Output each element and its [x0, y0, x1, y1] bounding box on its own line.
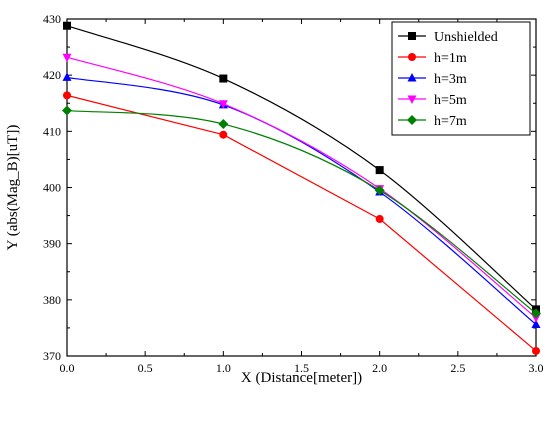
legend-label: h=5m — [434, 93, 467, 108]
y-tick-label: 370 — [43, 349, 61, 363]
series-line — [66, 94, 537, 352]
data-point — [218, 119, 229, 130]
data-point — [375, 166, 384, 175]
y-tick-label: 390 — [43, 237, 61, 251]
y-tick-label: 380 — [43, 293, 61, 307]
data-point — [219, 130, 228, 139]
legend-marker — [407, 115, 417, 125]
legend-item: h=5m — [398, 93, 467, 108]
data-point — [219, 74, 228, 83]
data-point — [532, 346, 540, 355]
legend-label: h=7m — [434, 114, 467, 129]
data-point — [374, 185, 385, 196]
y-tick-label: 430 — [43, 12, 61, 26]
x-tick-label: 3.0 — [529, 361, 544, 375]
legend: Unshielded h=1m h=3m h=5m h=7m — [391, 21, 531, 136]
x-axis: 0.0 0.5 1.0 1.5 2.0 2.5 3.0 — [60, 19, 544, 375]
data-point — [531, 314, 541, 323]
x-tick-label: 1.5 — [294, 361, 309, 375]
data-point — [63, 21, 71, 30]
series-4 — [62, 105, 541, 319]
legend-label: Unshielded — [434, 30, 498, 45]
x-tick-label: 1.0 — [216, 361, 231, 375]
y-tick-label: 400 — [43, 181, 61, 195]
y-tick-label: 410 — [43, 124, 61, 138]
data-point — [375, 214, 384, 223]
legend-label: h=1m — [434, 51, 467, 66]
legend-marker — [408, 32, 416, 40]
legend-item: h=7m — [398, 114, 467, 129]
legend-label: h=3m — [434, 72, 467, 87]
data-point — [62, 53, 72, 63]
legend-marker — [407, 95, 417, 104]
legend-item: Unshielded — [398, 30, 498, 45]
series-line — [66, 109, 537, 314]
data-point — [531, 308, 541, 319]
legend-marker — [407, 73, 417, 82]
data-point — [62, 72, 72, 81]
y-tick-label: 420 — [43, 68, 61, 82]
x-tick-label: 0.5 — [138, 361, 153, 375]
series-line — [66, 76, 537, 326]
legend-marker — [408, 53, 416, 61]
y-axis: 370 380 390 400 410 420 430 — [43, 12, 536, 363]
data-point — [531, 319, 541, 329]
x-tick-label: 0.0 — [60, 361, 75, 375]
series-layer — [62, 21, 541, 355]
legend-item: h=3m — [398, 72, 467, 87]
series-line — [66, 56, 537, 319]
series-line — [66, 25, 537, 310]
y-axis-title: Y (abs(Mag_B)[uT]) — [5, 125, 21, 251]
data-point — [218, 100, 228, 109]
x-tick-label: 2.5 — [450, 361, 465, 375]
data-point — [63, 91, 71, 100]
x-tick-label: 2.0 — [372, 361, 387, 375]
legend-item: h=1m — [398, 51, 467, 66]
x-axis-title: X (Distance[meter]) — [241, 370, 362, 386]
series-1 — [63, 91, 540, 355]
data-point — [62, 105, 72, 116]
